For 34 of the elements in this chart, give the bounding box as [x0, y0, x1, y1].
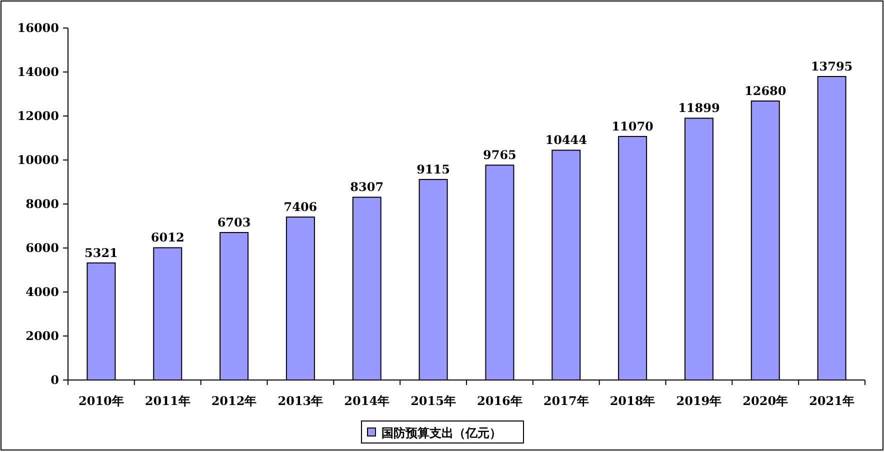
- x-tick-label: 2016年: [477, 394, 522, 408]
- data-label: 5321: [84, 246, 118, 260]
- x-tick-label: 2011年: [144, 394, 190, 408]
- y-tick-label: 2000: [26, 329, 59, 343]
- data-label: 12680: [744, 84, 786, 98]
- data-label: 11070: [612, 119, 654, 134]
- y-tick-label: 8000: [26, 197, 59, 211]
- x-tick-label: 2010年: [78, 394, 124, 408]
- x-tick-label: 2014年: [344, 394, 390, 408]
- x-tick-label: 2018年: [610, 394, 656, 408]
- data-label: 13795: [810, 60, 853, 74]
- x-tick-label: 2020年: [742, 394, 788, 408]
- y-tick-label: 12000: [17, 109, 59, 123]
- y-tick-label: 10000: [17, 153, 59, 167]
- data-label: 9765: [483, 148, 516, 162]
- x-tick-label: 2021年: [809, 394, 854, 408]
- x-tick-label: 2012年: [211, 394, 257, 408]
- y-tick-label: 16000: [17, 21, 59, 35]
- y-tick-label: 6000: [26, 241, 59, 255]
- data-label: 10444: [545, 133, 587, 148]
- data-label: 6012: [150, 230, 184, 245]
- data-label: 9115: [416, 162, 450, 176]
- y-tick-label: 4000: [26, 285, 59, 299]
- x-tick-label: 2019年: [676, 394, 722, 408]
- legend-label: 国防预算支出（亿元）: [382, 426, 502, 440]
- data-label: 11899: [678, 101, 720, 116]
- data-label: 6703: [217, 216, 251, 230]
- data-label: 8307: [350, 180, 384, 194]
- data-label: 7406: [284, 200, 318, 214]
- x-tick-label: 2013年: [278, 394, 324, 408]
- x-tick-label: 2017年: [543, 394, 589, 408]
- y-tick-label: 0: [50, 373, 59, 387]
- y-tick-label: 14000: [17, 65, 59, 79]
- x-tick-label: 2015年: [410, 394, 456, 408]
